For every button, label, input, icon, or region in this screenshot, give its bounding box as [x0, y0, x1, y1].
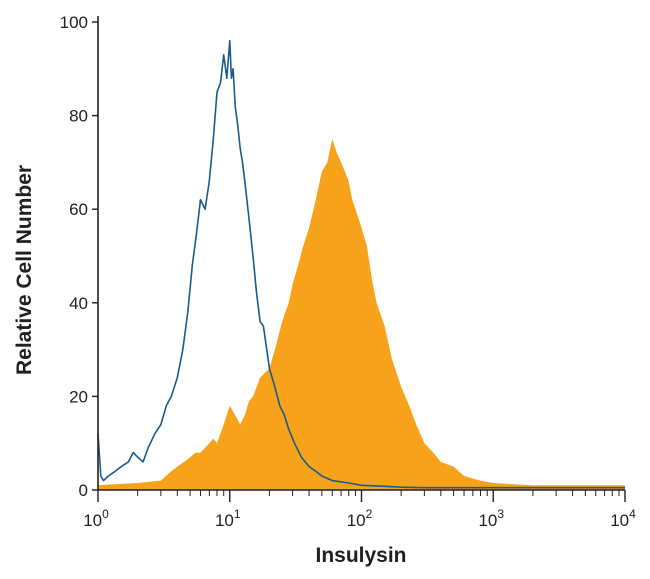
y-tick-label: 60 — [69, 200, 88, 219]
x-tick-label: 100 — [83, 507, 109, 530]
y-axis-label: Relative Cell Number — [13, 165, 36, 375]
x-ticks: 100 101 102 103 104 — [83, 490, 636, 530]
x-tick-label: 102 — [347, 507, 373, 530]
y-tick-label: 0 — [79, 481, 88, 500]
plot-area — [97, 39, 625, 490]
series-outline-histogram — [97, 39, 625, 489]
y-ticks: 0 20 40 60 80 100 — [60, 13, 98, 500]
x-axis-label: Insulysin — [315, 544, 406, 567]
series-filled-histogram — [98, 139, 625, 490]
y-tick-label: 100 — [60, 13, 88, 32]
x-tick-label: 101 — [215, 507, 241, 530]
y-tick-label: 80 — [69, 107, 88, 126]
x-tick-label: 104 — [610, 507, 636, 530]
y-tick-label: 40 — [69, 294, 88, 313]
y-tick-label: 20 — [69, 387, 88, 406]
x-tick-label: 103 — [478, 507, 504, 530]
